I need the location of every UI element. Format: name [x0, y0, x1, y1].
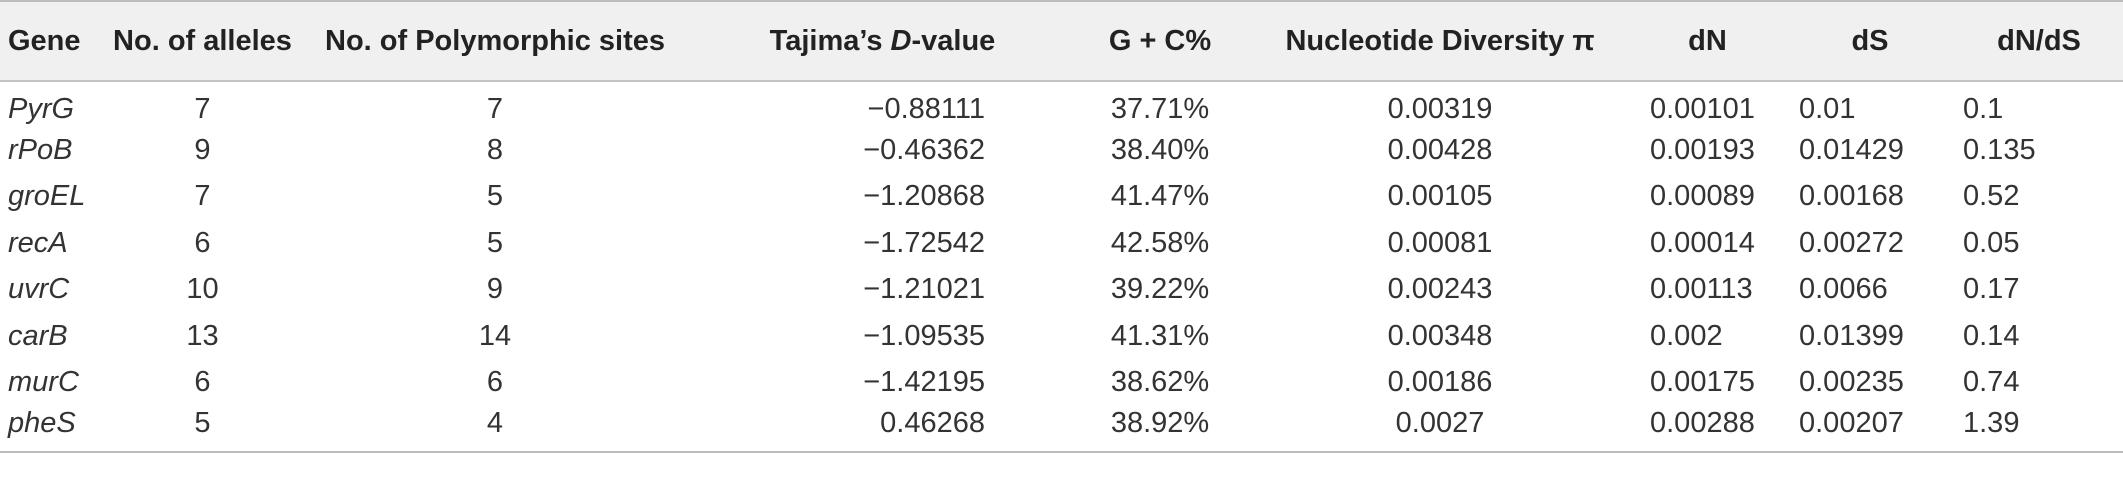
- table-row: recA 6 5 −1.72542 42.58% 0.00081 0.00014 0.0027…: [0, 220, 2123, 266]
- cell-tajima-d: −1.21021: [863, 273, 985, 306]
- cell-tajima-d: −0.88111: [867, 93, 985, 126]
- cell-dn-ds: 0.74: [1963, 366, 2020, 399]
- cell-dn-ds: 0.17: [1963, 273, 2020, 306]
- cell-nucleotide-diversity: 0.00428: [1387, 134, 1493, 167]
- table-row: pheS 5 4 0.46268 38.92% 0.0027 0.00288 0.00207 1…: [0, 406, 2123, 453]
- cell-alleles: 6: [194, 366, 211, 399]
- table-row: murC 6 6 −1.42195 38.62% 0.00186 0.00175 0.0023…: [0, 359, 2123, 405]
- cell-gene: PyrG: [8, 93, 75, 126]
- header-gc-content: G + C%: [1070, 0, 1250, 82]
- table-row: uvrC 10 9 −1.21021 39.22% 0.00243 0.00113 0.006…: [0, 267, 2123, 313]
- cell-gene: recA: [8, 226, 68, 259]
- cell-gc-content: 38.62%: [1110, 366, 1210, 399]
- table-row: rPoB 9 8 −0.46362 38.40% 0.00428 0.00193 0.0142…: [0, 127, 2123, 173]
- cell-ds: 0.01429: [1799, 134, 1904, 167]
- cell-dn-ds: 0.135: [1963, 134, 2036, 167]
- cell-alleles: 10: [186, 273, 219, 306]
- cell-dn-ds: 0.52: [1963, 180, 2020, 213]
- cell-nucleotide-diversity: 0.00348: [1387, 319, 1493, 352]
- cell-gc-content: 42.58%: [1110, 226, 1210, 259]
- cell-gc-content: 38.40%: [1110, 134, 1210, 167]
- cell-nucleotide-diversity: 0.00319: [1387, 93, 1493, 126]
- cell-dn: 0.00288: [1650, 406, 1755, 439]
- cell-dn: 0.00193: [1650, 134, 1755, 167]
- cell-ds: 0.00207: [1799, 406, 1904, 439]
- header-ds: dS: [1785, 0, 1955, 82]
- cell-ds: 0.00168: [1799, 180, 1904, 213]
- cell-ds: 0.00235: [1799, 366, 1904, 399]
- table-row: groEL 7 5 −1.20868 41.47% 0.00105 0.00089 0.001…: [0, 174, 2123, 220]
- table-row: PyrG 7 7 −0.88111 37.71% 0.00319 0.00101 0.01 0.…: [0, 81, 2123, 127]
- header-alleles: No. of alleles: [110, 0, 295, 82]
- cell-dn: 0.00014: [1650, 226, 1755, 259]
- cell-tajima-d: −1.72542: [863, 226, 985, 259]
- cell-polymorphic-sites: 6: [486, 366, 504, 399]
- cell-polymorphic-sites: 14: [478, 319, 512, 352]
- cell-gene: rPoB: [8, 134, 73, 167]
- cell-dn-ds: 0.14: [1963, 319, 2020, 352]
- cell-tajima-d: −0.46362: [863, 134, 985, 167]
- cell-dn-ds: 0.05: [1963, 226, 2020, 259]
- cell-dn-ds: 0.1: [1963, 93, 2004, 126]
- cell-gene: murC: [8, 366, 79, 399]
- header-nucleotide-diversity: Nucleotide Diversity π: [1250, 0, 1630, 82]
- cell-alleles: 13: [186, 319, 219, 352]
- cell-polymorphic-sites: 8: [486, 134, 504, 167]
- cell-tajima-d: −1.09535: [863, 319, 985, 352]
- cell-alleles: 7: [194, 93, 211, 126]
- cell-alleles: 7: [194, 180, 211, 213]
- cell-dn: 0.00101: [1650, 93, 1755, 126]
- cell-dn: 0.00175: [1650, 366, 1755, 399]
- cell-nucleotide-diversity: 0.00105: [1387, 180, 1493, 213]
- cell-gc-content: 39.22%: [1110, 273, 1210, 306]
- cell-nucleotide-diversity: 0.00243: [1387, 273, 1493, 306]
- cell-ds: 0.00272: [1799, 226, 1904, 259]
- cell-nucleotide-diversity: 0.0027: [1395, 406, 1485, 439]
- cell-tajima-d: −1.42195: [863, 366, 985, 399]
- cell-polymorphic-sites: 7: [486, 93, 504, 126]
- header-tajima-d: Tajima’s D-value: [695, 0, 1070, 82]
- cell-alleles: 6: [194, 226, 211, 259]
- cell-tajima-d: 0.46268: [880, 406, 985, 439]
- header-tajima-prefix: Tajima’s: [769, 24, 891, 57]
- cell-polymorphic-sites: 9: [486, 273, 504, 306]
- cell-dn: 0.00113: [1650, 273, 1753, 306]
- cell-dn: 0.00089: [1650, 180, 1755, 213]
- cell-alleles: 9: [194, 134, 211, 167]
- table-header-row: Gene No. of alleles No. of Polymorphic s…: [0, 0, 2123, 82]
- cell-nucleotide-diversity: 0.00186: [1387, 366, 1493, 399]
- cell-dn-ds: 1.39: [1963, 406, 2020, 439]
- cell-dn: 0.002: [1650, 319, 1723, 352]
- cell-polymorphic-sites: 5: [486, 180, 504, 213]
- cell-gene: groEL: [8, 180, 86, 213]
- cell-ds: 0.0066: [1799, 273, 1888, 306]
- cell-alleles: 5: [194, 406, 211, 439]
- cell-polymorphic-sites: 5: [486, 226, 504, 259]
- header-tajima-d-letter: D: [890, 24, 912, 57]
- header-tajima-suffix: -value: [911, 24, 996, 57]
- cell-ds: 0.01: [1799, 93, 1856, 126]
- header-gene: Gene: [0, 0, 110, 82]
- cell-gc-content: 41.31%: [1110, 319, 1210, 352]
- cell-gc-content: 37.71%: [1110, 93, 1210, 126]
- cell-gene: carB: [8, 319, 68, 352]
- cell-tajima-d: −1.20868: [863, 180, 985, 213]
- header-polymorphic-sites: No. of Polymorphic sites: [295, 0, 695, 82]
- cell-gc-content: 41.47%: [1110, 180, 1210, 213]
- cell-ds: 0.01399: [1799, 319, 1904, 352]
- header-dn-ds: dN/dS: [1955, 0, 2123, 82]
- table-row: carB 13 14 −1.09535 41.31% 0.00348 0.002 0.0139…: [0, 313, 2123, 359]
- cell-gc-content: 38.92%: [1110, 406, 1210, 439]
- cell-gene: pheS: [8, 406, 76, 439]
- cell-polymorphic-sites: 4: [486, 406, 504, 439]
- header-dn: dN: [1630, 0, 1785, 82]
- gene-statistics-table: Gene No. of alleles No. of Polymorphic s…: [0, 0, 2123, 453]
- cell-gene: uvrC: [8, 273, 70, 306]
- cell-nucleotide-diversity: 0.00081: [1387, 226, 1493, 259]
